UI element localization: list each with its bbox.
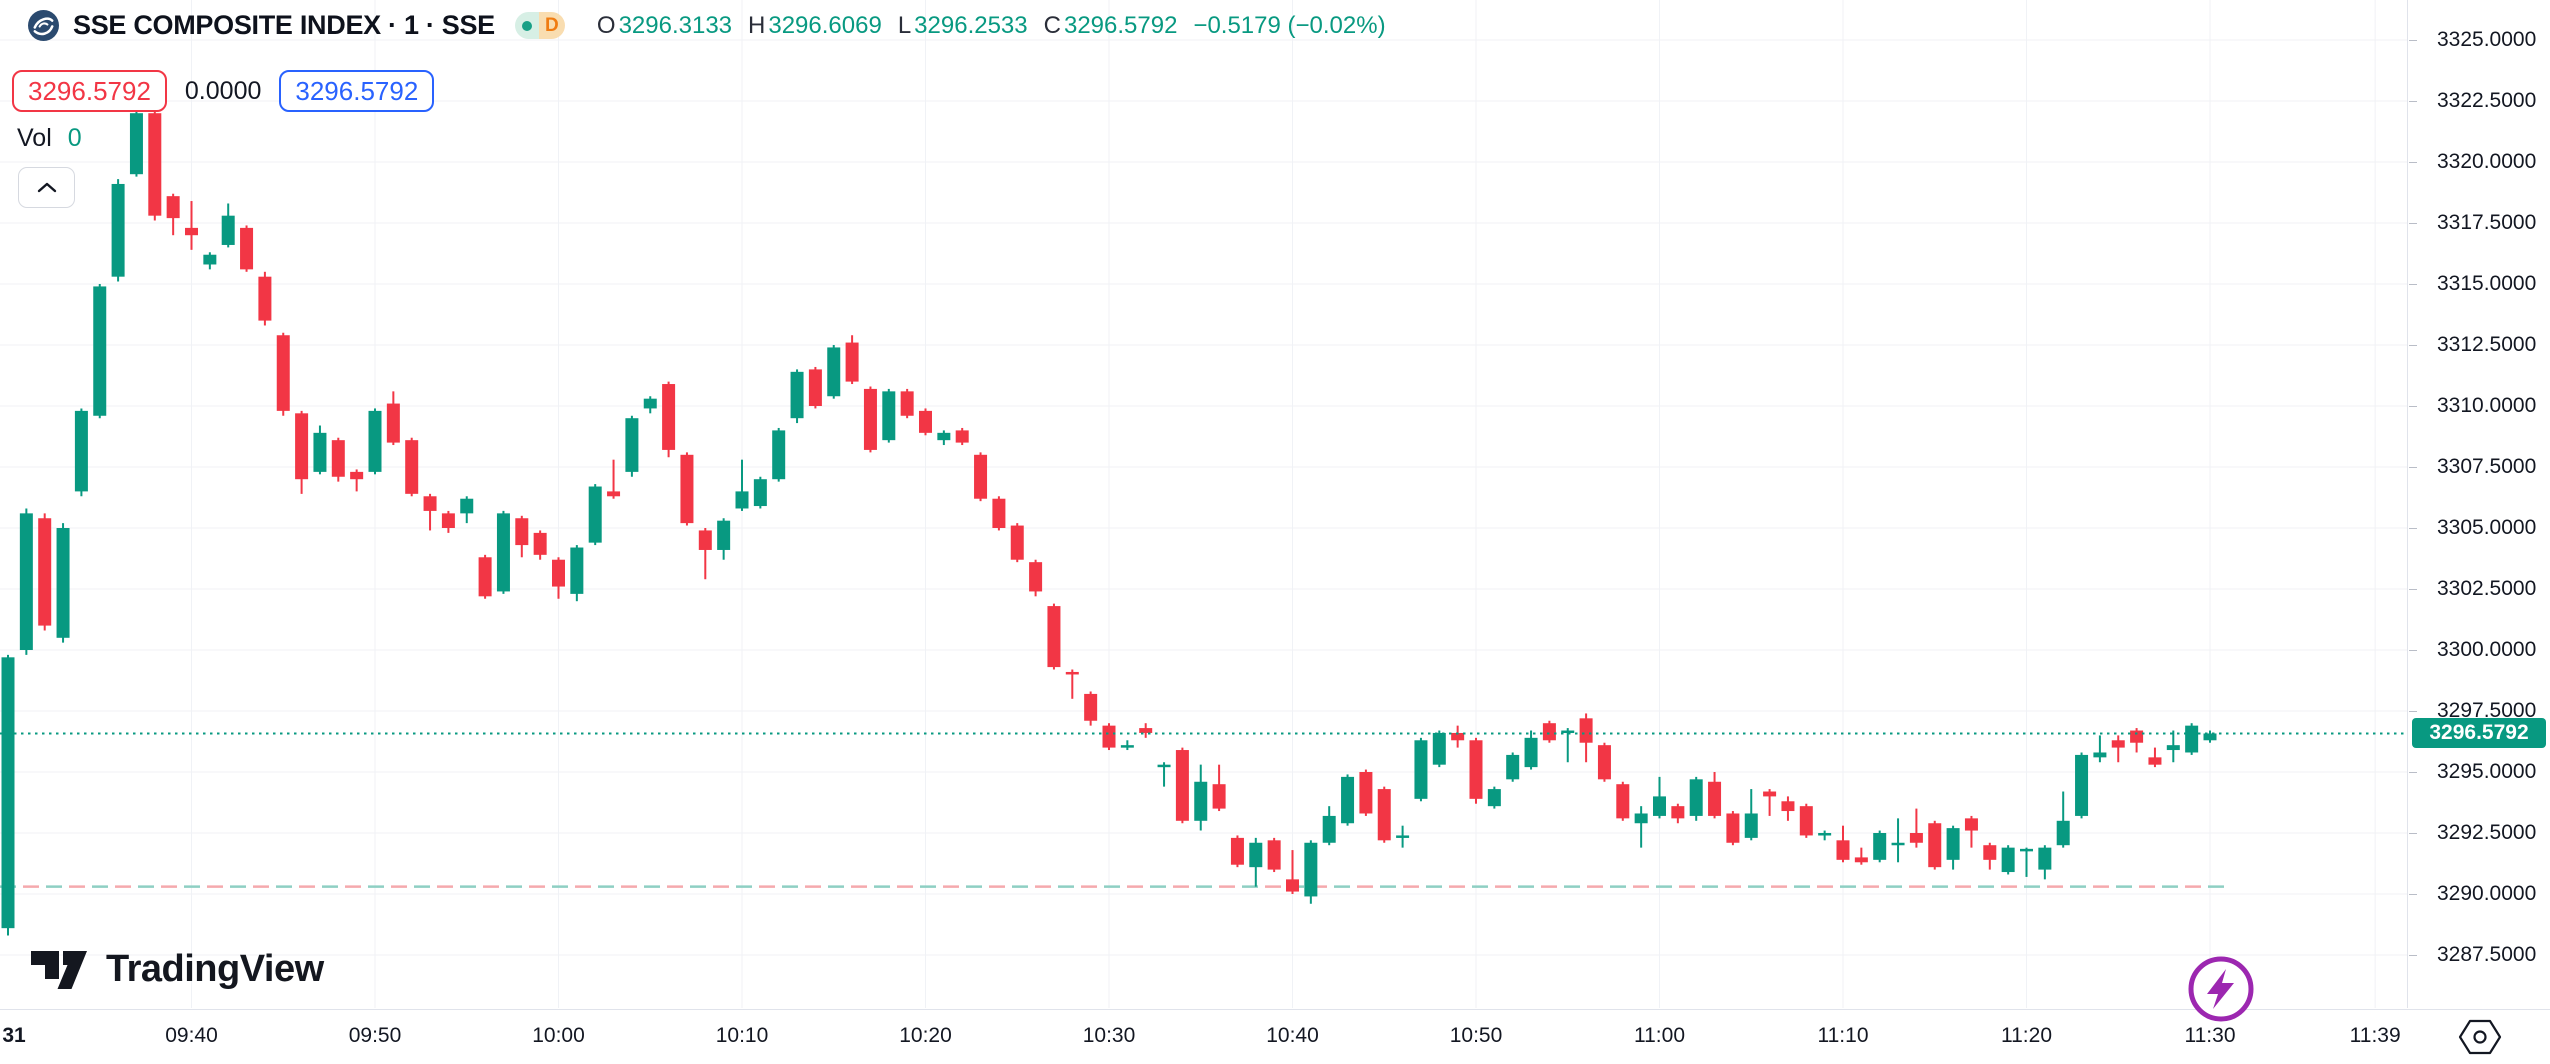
- price-tick-mark: [2409, 406, 2417, 407]
- volume-value: 0: [67, 124, 82, 152]
- buy-price-button[interactable]: 3296.5792: [279, 70, 435, 112]
- close-value: 3296.5792: [1063, 11, 1178, 39]
- chevron-up-icon: [37, 182, 56, 193]
- interval-pills[interactable]: D: [514, 12, 565, 39]
- sse-exchange-logo-icon: [28, 10, 59, 41]
- price-tick-mark: [2409, 833, 2417, 834]
- price-tick-label: 3295.0000: [2437, 760, 2537, 783]
- ohlc-readout: O 3296.3133 H 3296.6069 L 3296.2533 C 3296.5…: [597, 12, 1386, 40]
- high-value: 3296.6069: [768, 11, 882, 39]
- time-tick-label: 10:10: [715, 1024, 769, 1047]
- trade-widget: 3296.5792 0.0000 3296.5792: [12, 70, 435, 112]
- watermark-text: TradingView: [106, 948, 324, 990]
- time-tick-label: 09:50: [348, 1024, 402, 1047]
- symbol-legend: SSE COMPOSITE INDEX · 1 · SSE D O 3296.31…: [28, 10, 1386, 41]
- price-tick-mark: [2409, 650, 2417, 651]
- lightning-bolt-icon: [2188, 956, 2254, 1022]
- open-label: O: [596, 11, 616, 39]
- spread-value: 0.0000: [184, 76, 262, 105]
- time-tick-label: 10:20: [899, 1024, 952, 1047]
- low-label: L: [897, 11, 912, 39]
- tradingview-logo-icon: [31, 950, 87, 989]
- high-label: H: [748, 11, 766, 39]
- price-tick-label: 3325.0000: [2437, 28, 2537, 51]
- price-tick-label: 3310.0000: [2437, 394, 2537, 417]
- price-tick-mark: [2409, 711, 2417, 712]
- price-tick-label: 3300.0000: [2437, 638, 2537, 661]
- price-tick-mark: [2409, 40, 2417, 41]
- price-tick-label: 3315.0000: [2437, 272, 2537, 295]
- time-tick-label: 31: [2, 1024, 26, 1047]
- price-tick-label: 3322.5000: [2437, 89, 2537, 112]
- price-tick-label: 3297.5000: [2437, 699, 2537, 722]
- low-value: 3296.2533: [914, 11, 1028, 39]
- price-tick-label: 3302.5000: [2437, 577, 2537, 600]
- price-tick-label: 3305.0000: [2437, 516, 2537, 539]
- time-tick-label: 10:40: [1266, 1024, 1319, 1047]
- market-open-dot-icon: [521, 20, 532, 31]
- symbol-title[interactable]: SSE COMPOSITE INDEX · 1 · SSE: [73, 10, 495, 40]
- close-label: C: [1043, 11, 1061, 39]
- axis-corner: [2409, 1009, 2550, 1064]
- price-tick-label: 3290.0000: [2437, 882, 2537, 905]
- price-tick-label: 3307.5000: [2437, 455, 2537, 478]
- price-scale-settings-icon[interactable]: [2458, 1018, 2502, 1056]
- change-value: −0.5179 (−0.02%): [1193, 11, 1386, 39]
- time-tick-label: 10:30: [1082, 1024, 1136, 1047]
- market-status-pill: [514, 12, 539, 39]
- collapse-legend-button[interactable]: [18, 167, 75, 208]
- interval-badge[interactable]: D: [538, 12, 565, 39]
- volume-label: Vol: [17, 124, 52, 152]
- instant-trading-button[interactable]: [2186, 954, 2256, 1024]
- price-tick-mark: [2409, 345, 2417, 346]
- tradingview-watermark: TradingView: [30, 948, 324, 991]
- price-tick-mark: [2409, 528, 2417, 529]
- price-axis[interactable]: 3325.0000 3322.5000 3320.0000 3317.5000 3315…: [2409, 0, 2550, 1008]
- price-tick-mark: [2409, 284, 2417, 285]
- time-tick-label: 10:50: [1449, 1024, 1503, 1047]
- time-tick-label: 11:00: [1634, 1024, 1685, 1047]
- price-tick-mark: [2409, 894, 2417, 895]
- price-tick-mark: [2409, 772, 2417, 773]
- time-axis[interactable]: 31 09:40 09:50 10:00 10:10 10:20 10:30 10:40 10:…: [0, 1009, 2409, 1064]
- time-tick-label: 09:40: [165, 1024, 218, 1047]
- price-tick-label: 3312.5000: [2437, 333, 2537, 356]
- price-tick-mark: [2409, 955, 2417, 956]
- price-tick-label: 3317.5000: [2437, 211, 2537, 234]
- price-tick-mark: [2409, 101, 2417, 102]
- time-tick-label: 11:39: [2349, 1024, 2401, 1047]
- volume-legend: Vol 0: [17, 124, 82, 153]
- price-tick-mark: [2409, 162, 2417, 163]
- time-tick-label: 11:10: [1817, 1024, 1869, 1047]
- sell-price-button[interactable]: 3296.5792: [12, 70, 167, 112]
- open-value: 3296.3133: [618, 11, 733, 39]
- price-tick-label: 3320.0000: [2437, 150, 2537, 173]
- price-tick-mark: [2409, 467, 2417, 468]
- time-tick-label: 11:30: [2184, 1024, 2236, 1047]
- time-tick-label: 11:20: [2001, 1024, 2052, 1047]
- price-tick-label: 3292.5000: [2437, 821, 2537, 844]
- chart-pane[interactable]: SSE COMPOSITE INDEX · 1 · SSE D O 3296.31…: [0, 0, 2408, 1008]
- time-tick-label: 10:00: [532, 1024, 585, 1047]
- last-price-tag: 3296.5792: [2412, 718, 2546, 749]
- price-tick-label: 3287.5000: [2437, 943, 2537, 966]
- price-tick-mark: [2409, 223, 2417, 224]
- candlestick-chart[interactable]: [0, 0, 2408, 1008]
- price-tick-mark: [2409, 589, 2417, 590]
